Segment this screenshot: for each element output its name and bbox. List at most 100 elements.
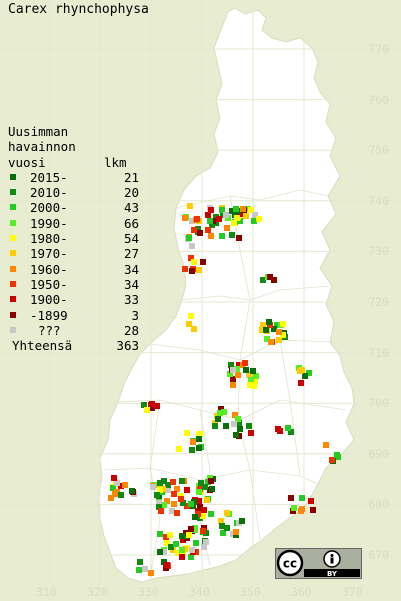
legend-row: 1980- 54 — [8, 231, 139, 246]
legend-header-line2: havainnon — [8, 139, 76, 155]
cc-license-badge[interactable]: cc BY — [275, 548, 362, 579]
observation-square — [174, 510, 180, 516]
observation-square — [208, 207, 214, 213]
observation-square — [233, 432, 239, 438]
cc-logo-text: cc — [283, 557, 297, 571]
observation-square — [216, 216, 222, 222]
observation-square — [276, 329, 282, 335]
y-axis-label: 690 — [368, 446, 389, 461]
observation-square — [329, 457, 335, 463]
observation-square — [240, 206, 246, 212]
legend-header-line1: Uusimman — [8, 124, 69, 139]
legend-row: ??? 28 — [8, 322, 139, 338]
legend-total-count: 363 — [116, 338, 139, 354]
observation-square — [256, 216, 262, 222]
x-axis-label: 330 — [138, 585, 159, 599]
observation-square — [243, 367, 249, 373]
observation-square — [188, 501, 194, 507]
observation-square — [164, 562, 170, 568]
observation-square — [164, 540, 170, 546]
observation-square — [157, 487, 163, 493]
y-axis-label: 770 — [368, 42, 389, 56]
observation-square — [285, 425, 291, 431]
y-axis-label: 730 — [368, 244, 389, 259]
observation-square — [184, 430, 190, 436]
observation-square — [306, 370, 312, 376]
observation-square — [251, 383, 257, 389]
legend-col-year: vuosi — [8, 154, 46, 170]
observation-square — [188, 554, 194, 560]
map-title: Carex rhynchophysa — [8, 2, 149, 17]
observation-square — [232, 412, 238, 418]
observation-square — [141, 402, 147, 408]
legend-row: 1960- 34 — [8, 261, 139, 277]
legend-year-label: 2010- — [30, 185, 68, 201]
observation-square — [150, 484, 156, 490]
observation-square — [223, 423, 229, 429]
observation-square — [323, 442, 329, 448]
legend-row: 1990- 66 — [8, 216, 139, 231]
legend-swatch — [10, 265, 16, 272]
observation-square — [191, 227, 197, 233]
observation-square — [173, 541, 179, 547]
observation-square — [167, 532, 173, 538]
observation-square — [179, 478, 185, 484]
cc-logo-icon — [276, 549, 304, 577]
observation-square — [165, 487, 171, 493]
observation-points — [108, 203, 341, 576]
legend-swatch — [10, 219, 16, 226]
observation-square — [164, 498, 170, 504]
observation-square — [187, 203, 193, 209]
legend-count: 34 — [123, 276, 139, 292]
observation-square — [299, 495, 305, 501]
observation-square — [208, 511, 214, 517]
legend-total-row: Yhteensä 363 — [8, 338, 139, 353]
observation-square — [219, 523, 225, 529]
legend-row: 1900- 33 — [8, 292, 139, 307]
observation-square — [157, 549, 163, 555]
observation-square — [122, 482, 128, 488]
observation-square — [154, 403, 160, 409]
observation-square — [224, 510, 230, 516]
legend-swatch — [10, 326, 16, 333]
observation-square — [236, 235, 242, 241]
observation-square — [196, 489, 202, 495]
x-axis-label: 340 — [189, 585, 210, 599]
observation-square — [194, 216, 200, 222]
observation-square — [189, 447, 195, 453]
observation-square — [118, 492, 124, 498]
observation-square — [184, 487, 190, 493]
observation-square — [118, 483, 124, 489]
observation-square — [218, 518, 224, 524]
observation-square — [114, 489, 120, 495]
observation-square — [259, 327, 265, 333]
observation-square — [291, 505, 297, 511]
observation-square — [205, 227, 211, 233]
observation-square — [209, 486, 215, 492]
legend-swatch — [10, 204, 16, 211]
observation-square — [197, 504, 203, 510]
legend-col-count: lkm — [104, 154, 127, 170]
observation-square — [137, 559, 143, 565]
observation-square — [110, 485, 116, 491]
legend-count: 27 — [123, 246, 139, 262]
observation-square — [203, 539, 209, 545]
y-axis-label: 740 — [368, 193, 389, 208]
observation-square — [200, 513, 206, 519]
observation-square — [193, 540, 199, 546]
cc-by-label: BY — [327, 570, 338, 578]
legend-header-row: vuosi lkm — [8, 154, 127, 170]
y-axis-label: 670 — [368, 548, 389, 562]
observation-square — [302, 373, 308, 379]
legend-year-label: 1960- — [30, 261, 68, 277]
y-axis-label: 710 — [368, 345, 389, 360]
observation-square — [144, 407, 150, 413]
observation-square — [171, 491, 177, 497]
observation-square — [197, 431, 203, 437]
observation-square — [196, 498, 202, 504]
observation-square — [142, 566, 148, 572]
observation-square — [248, 430, 254, 436]
observation-square — [196, 436, 202, 442]
legend-year-label: ??? — [38, 322, 61, 338]
